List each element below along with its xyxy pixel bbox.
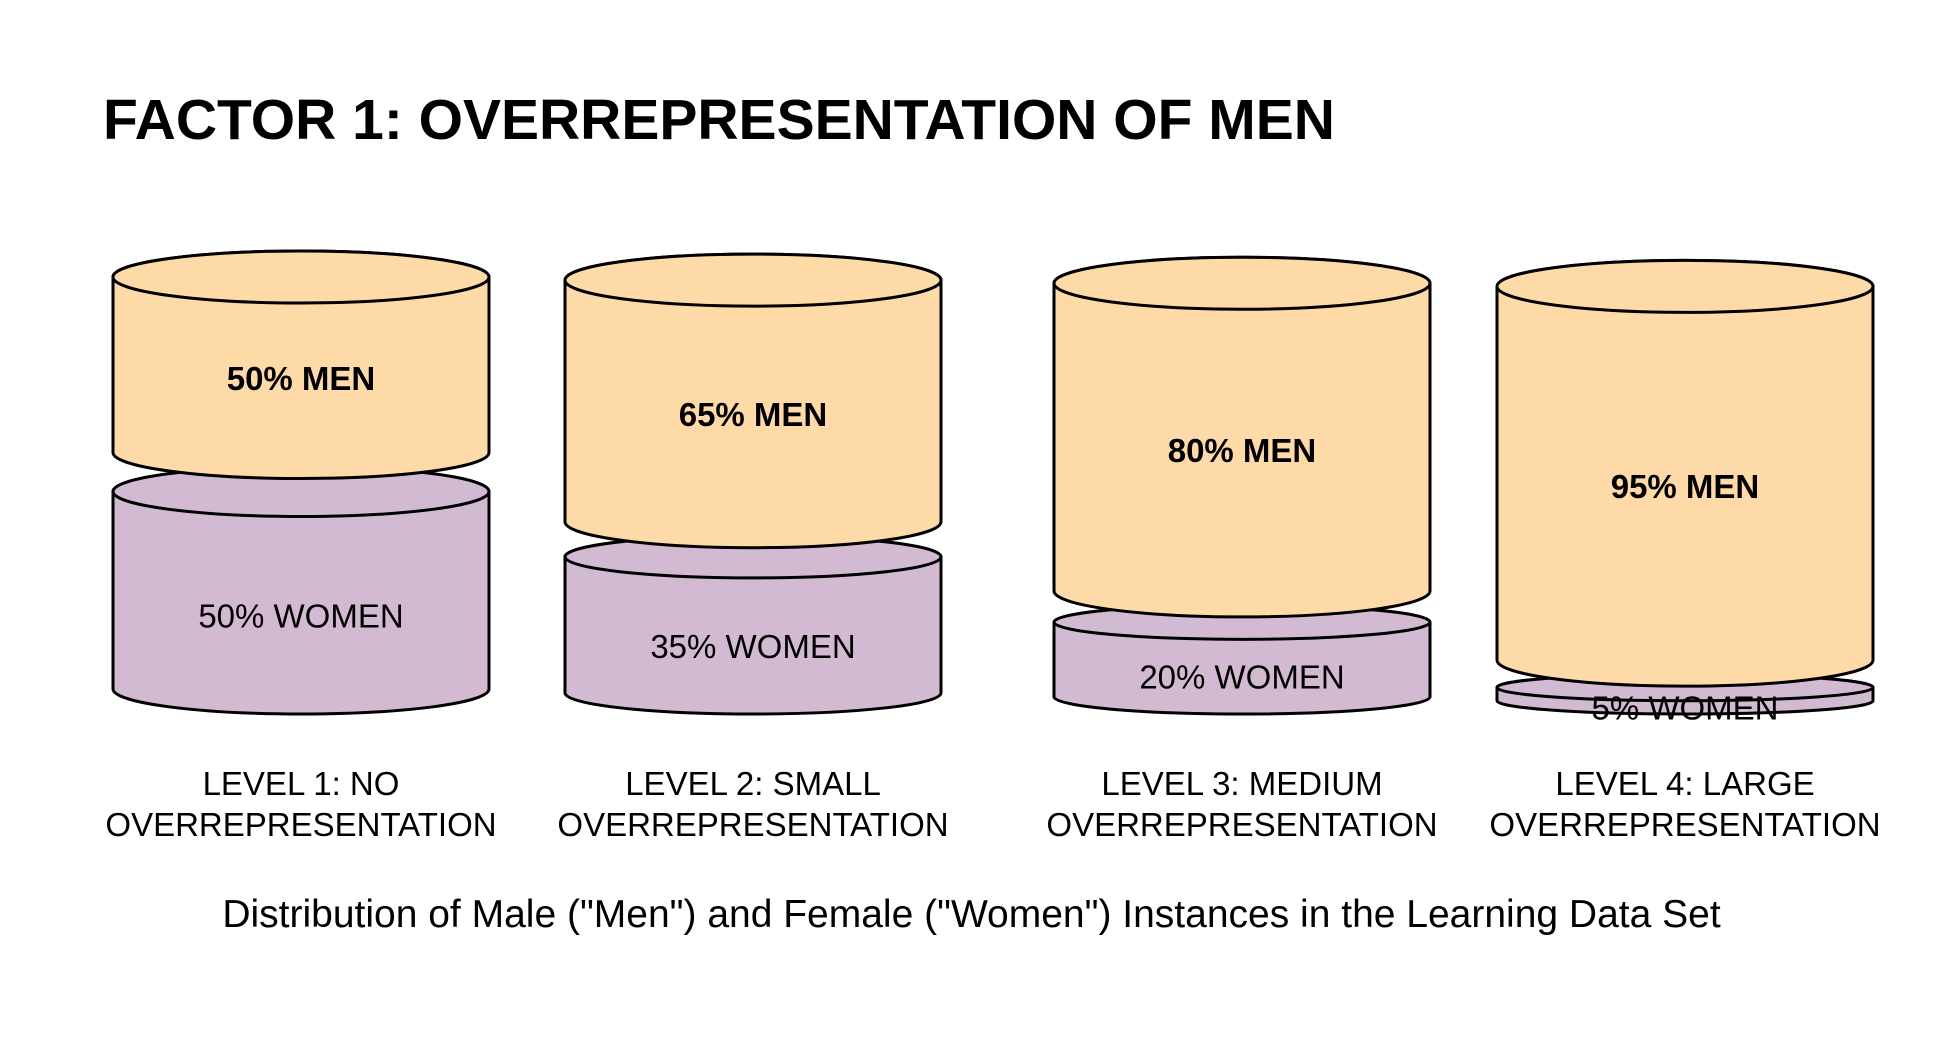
level-3-men-segment-top [1052,255,1432,311]
level-4-men-segment-top [1495,258,1875,314]
level-4-line2: OVERREPRESENTATION [1489,806,1881,843]
level-3-line2: OVERREPRESENTATION [1046,806,1438,843]
level-4-men-label: 95% MEN [1611,468,1760,505]
level-1-men-segment-top [111,249,491,305]
level-2-men-label: 65% MEN [679,396,828,433]
level-1-line2: OVERREPRESENTATION [105,806,497,843]
level-3-men-label: 80% MEN [1168,432,1317,469]
level-3-line1: LEVEL 3: MEDIUM [1101,765,1383,802]
level-2-men-segment-top [563,252,943,308]
level-4-line1: LEVEL 4: LARGE [1555,765,1815,802]
level-1-line1: LEVEL 1: NO [202,765,400,802]
level-1-label: LEVEL 1: NO OVERREPRESENTATION [81,763,521,845]
level-2-line2: OVERREPRESENTATION [557,806,949,843]
level-3-label: LEVEL 3: MEDIUM OVERREPRESENTATION [1022,763,1462,845]
level-2-line1: LEVEL 2: SMALL [625,765,881,802]
level-2-label: LEVEL 2: SMALL OVERREPRESENTATION [533,763,973,845]
level-1-men-label: 50% MEN [227,360,376,397]
level-4-women-label: 5% WOMEN [1591,689,1778,726]
level-1-women-label: 50% WOMEN [198,597,403,634]
level-4-label: LEVEL 4: LARGE OVERREPRESENTATION [1465,763,1905,845]
diagram-title: FACTOR 1: OVERREPRESENTATION OF MEN [103,88,1335,152]
level-2-women-label: 35% WOMEN [650,628,855,665]
diagram-caption: Distribution of Male ("Men") and Female … [222,893,1721,936]
level-3-women-label: 20% WOMEN [1139,659,1344,696]
